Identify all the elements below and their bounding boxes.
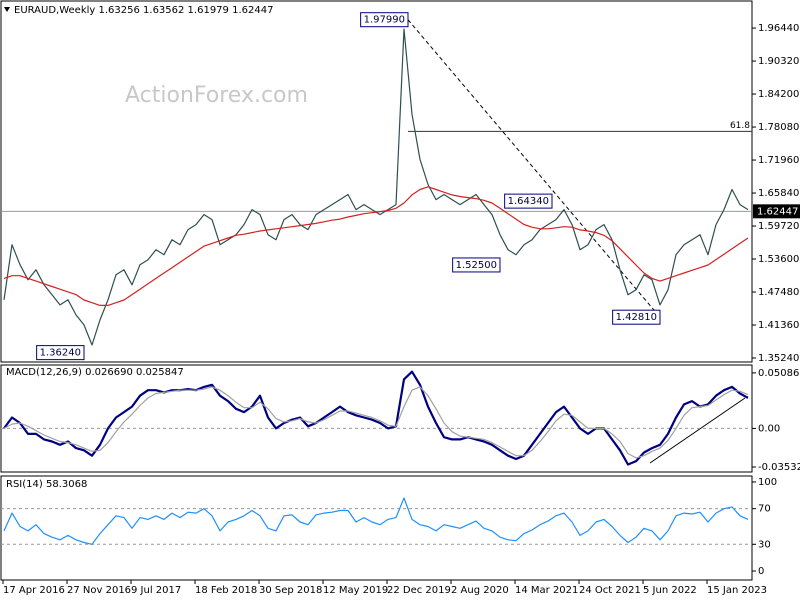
panel-frame <box>0 364 753 473</box>
y-tick-label: 1.41360 <box>758 320 799 331</box>
annotation-label: 1.52500 <box>456 260 497 271</box>
y-tick-label: 1.53600 <box>758 254 799 265</box>
y-tick-label: 0.050863 <box>758 368 800 379</box>
last-price-label: 1.62447 <box>757 206 798 217</box>
annotation-label: 1.42810 <box>616 312 657 323</box>
y-tick-label: 1.84200 <box>758 89 799 100</box>
macd-title: MACD(12,26,9) 0.026690 0.025847 <box>6 367 184 378</box>
panel-frame <box>0 475 753 581</box>
x-tick-label: 15 Jan 2023 <box>707 585 767 596</box>
y-tick-label: 1.96440 <box>758 23 799 34</box>
x-tick-label: 5 Jun 2022 <box>643 585 697 596</box>
x-tick-label: 9 Jul 2017 <box>131 585 181 596</box>
series-line <box>3 186 749 306</box>
y-tick-label: 1.78080 <box>758 122 799 133</box>
x-tick-label: 27 Nov 2016 <box>67 585 131 596</box>
x-tick-label: 12 May 2019 <box>323 585 388 596</box>
y-tick-label: 30 <box>758 539 771 550</box>
y-tick-label: 1.71960 <box>758 155 799 166</box>
y-tick-label: 1.65840 <box>758 188 799 199</box>
y-tick-label: 1.35240 <box>758 353 799 364</box>
watermark: ActionForex.com <box>125 83 308 108</box>
series-line <box>3 386 749 459</box>
annotation-box <box>36 345 85 361</box>
x-tick-label: 14 Mar 2021 <box>515 585 578 596</box>
x-tick-label: 30 Sep 2018 <box>259 585 322 596</box>
x-tick-label: 24 Oct 2021 <box>579 585 641 596</box>
y-tick-label: 0 <box>758 566 764 577</box>
macd-trend-line <box>649 397 746 464</box>
chart-title: EURAUD,Weekly 1.63256 1.63562 1.61979 1.… <box>14 5 273 16</box>
y-tick-label: 0.00 <box>758 423 780 434</box>
annotation-label: 1.97990 <box>364 15 405 26</box>
annotation-box <box>504 193 553 209</box>
series-line <box>3 370 749 466</box>
y-tick-label: -0.035322 <box>758 462 800 473</box>
panel-frame <box>0 0 753 363</box>
x-tick-label: 17 Apr 2016 <box>3 585 65 596</box>
series-line <box>3 497 749 545</box>
annotation-box <box>612 309 661 325</box>
x-tick-label: 22 Dec 2019 <box>387 585 451 596</box>
x-tick-label: 2 Aug 2020 <box>451 585 509 596</box>
x-tick-label: 18 Feb 2018 <box>195 585 257 596</box>
annotation-label: 1.36240 <box>40 348 81 359</box>
y-tick-label: 1.59720 <box>758 221 799 232</box>
title-icon <box>4 7 10 12</box>
annotation-label: 1.64340 <box>508 196 549 207</box>
y-tick-label: 1.90320 <box>758 56 799 67</box>
trend-line <box>407 19 661 318</box>
rsi-title: RSI(14) 58.3068 <box>6 479 87 490</box>
annotation-box <box>360 12 409 28</box>
annotation-box <box>452 257 501 273</box>
y-tick-label: 1.47480 <box>758 287 799 298</box>
y-tick-label: 70 <box>758 504 771 515</box>
y-tick-label: 100 <box>758 477 777 488</box>
fib-label: 61.8 <box>730 121 750 131</box>
last-price-box <box>753 204 800 219</box>
